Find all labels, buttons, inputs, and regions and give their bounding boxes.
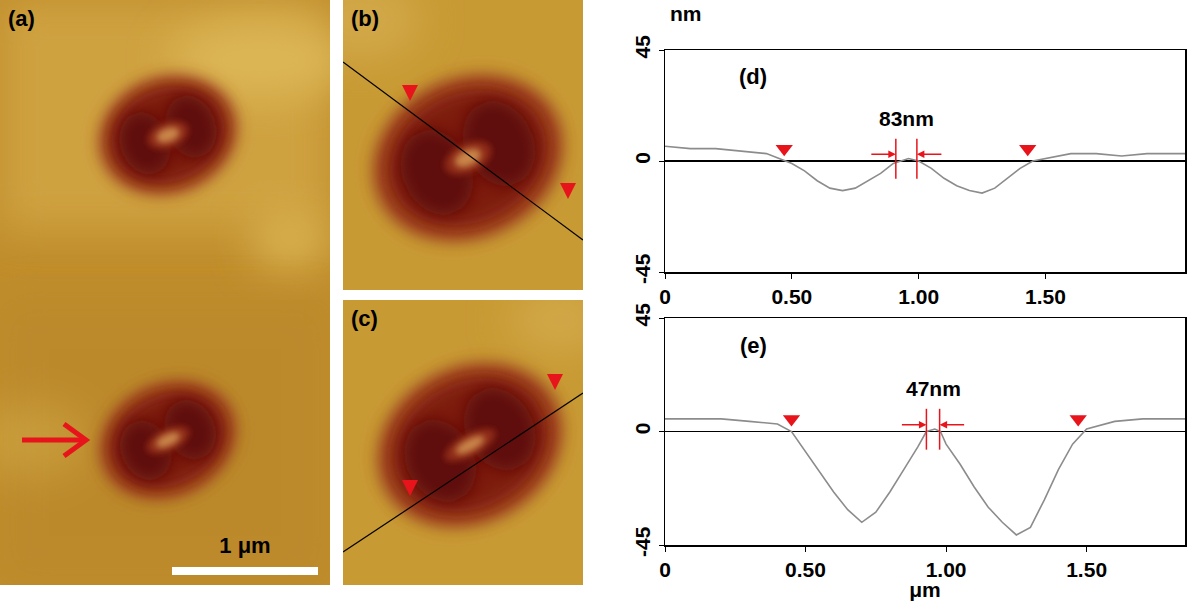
svg-text:1.00: 1.00 xyxy=(926,558,967,581)
svg-text:45: 45 xyxy=(631,35,654,59)
svg-text:(e): (e) xyxy=(740,333,767,358)
svg-text:(a): (a) xyxy=(8,6,35,31)
svg-text:0.50: 0.50 xyxy=(785,558,826,581)
svg-text:0: 0 xyxy=(659,558,671,581)
svg-text:(d): (d) xyxy=(739,64,767,89)
svg-text:0.50: 0.50 xyxy=(771,285,812,308)
svg-text:0: 0 xyxy=(659,285,671,308)
svg-text:μm: μm xyxy=(909,578,941,601)
svg-text:0: 0 xyxy=(631,152,654,164)
svg-text:(c): (c) xyxy=(351,306,378,331)
svg-text:0: 0 xyxy=(631,423,654,435)
svg-text:1.50: 1.50 xyxy=(1025,285,1066,308)
svg-text:1 μm: 1 μm xyxy=(219,533,270,558)
svg-text:nm: nm xyxy=(670,2,702,25)
svg-text:-45: -45 xyxy=(631,253,654,284)
svg-text:1.50: 1.50 xyxy=(1066,558,1107,581)
svg-text:(b): (b) xyxy=(351,6,379,31)
svg-text:-45: -45 xyxy=(631,526,654,557)
svg-text:47nm: 47nm xyxy=(906,377,961,400)
svg-text:45: 45 xyxy=(631,303,654,327)
svg-text:83nm: 83nm xyxy=(879,107,934,130)
svg-text:1.00: 1.00 xyxy=(898,285,939,308)
